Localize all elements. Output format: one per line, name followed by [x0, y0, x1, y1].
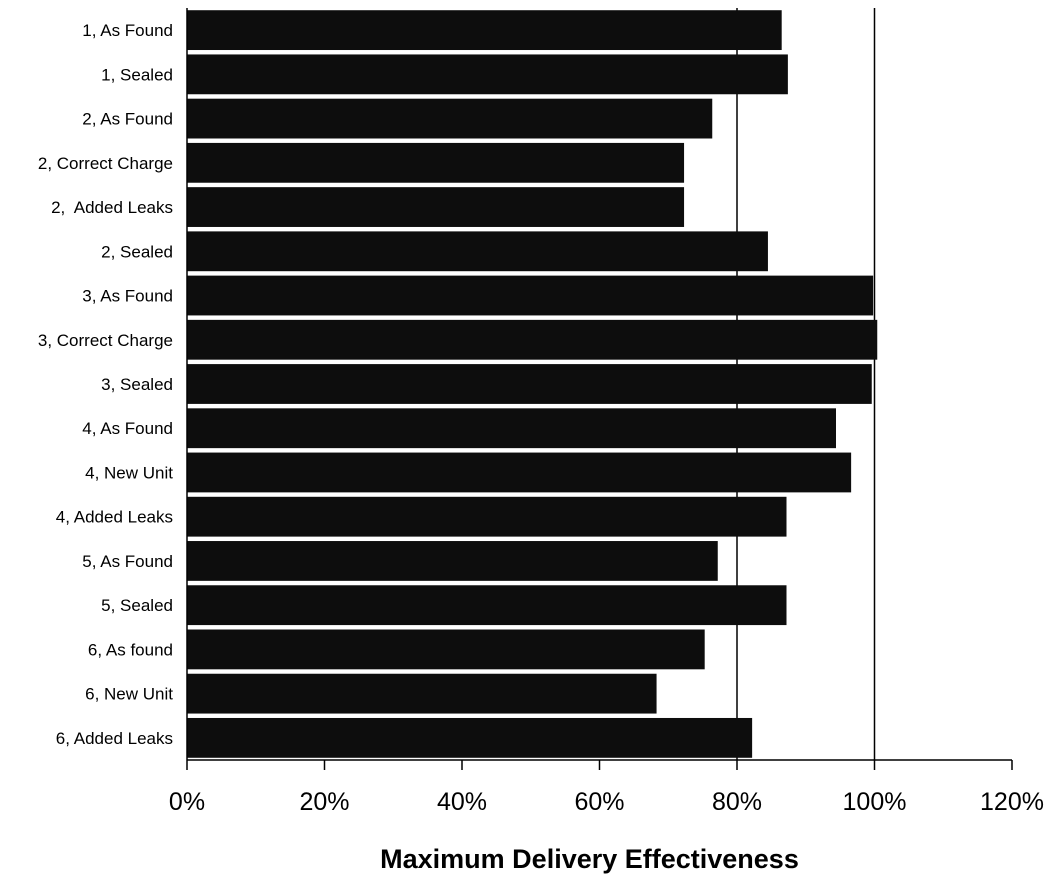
x-ticks: 0% 20% 40% 60% 80% 100% 120%: [169, 760, 1044, 816]
bar-5: [187, 231, 768, 272]
bars: [187, 10, 878, 758]
bar-7: [187, 319, 878, 360]
bar-0: [187, 10, 782, 51]
category-label-4: 2, Added Leaks: [51, 198, 173, 217]
bar-8: [187, 364, 872, 404]
bar-9: [187, 408, 836, 449]
category-label-12: 5, As Found: [82, 552, 173, 571]
category-label-10: 4, New Unit: [85, 463, 173, 482]
x-tick-label-3: 60%: [574, 788, 624, 816]
bar-14: [187, 629, 705, 670]
bar-10: [187, 452, 852, 493]
category-label-13: 5, Sealed: [101, 596, 173, 615]
x-tick-label-2: 40%: [437, 788, 487, 816]
category-label-5: 2, Sealed: [101, 242, 173, 261]
x-tick-label-5: 100%: [843, 788, 907, 816]
bar-2: [187, 98, 713, 139]
bar-4: [187, 187, 685, 227]
category-label-7: 3, Correct Charge: [38, 331, 173, 350]
x-tick-label-6: 120%: [980, 788, 1044, 816]
category-label-14: 6, As found: [88, 640, 173, 659]
category-label-16: 6, Added Leaks: [56, 729, 173, 748]
bar-6: [187, 275, 874, 316]
category-label-15: 6, New Unit: [85, 685, 173, 704]
bar-13: [187, 585, 787, 626]
bar-16: [187, 717, 753, 758]
bar-15: [187, 673, 657, 714]
bar-1: [187, 54, 788, 95]
x-axis-title: Maximum Delivery Effectiveness: [380, 844, 799, 874]
x-tick-label-4: 80%: [712, 788, 762, 816]
bar-3: [187, 142, 685, 183]
bar-12: [187, 541, 718, 581]
category-label-0: 1, As Found: [82, 21, 173, 40]
category-label-2: 2, As Found: [82, 110, 173, 129]
x-tick-label-0: 0%: [169, 788, 205, 816]
category-label-8: 3, Sealed: [101, 375, 173, 394]
category-label-1: 1, Sealed: [101, 65, 173, 84]
category-labels: 1, As Found 1, Sealed 2, As Found 2, Correc…: [38, 21, 173, 748]
category-label-6: 3, As Found: [82, 287, 173, 306]
category-label-3: 2, Correct Charge: [38, 154, 173, 173]
category-label-9: 4, As Found: [82, 419, 173, 438]
category-label-11: 4, Added Leaks: [56, 508, 173, 527]
bar-11: [187, 496, 787, 537]
x-tick-label-1: 20%: [299, 788, 349, 816]
